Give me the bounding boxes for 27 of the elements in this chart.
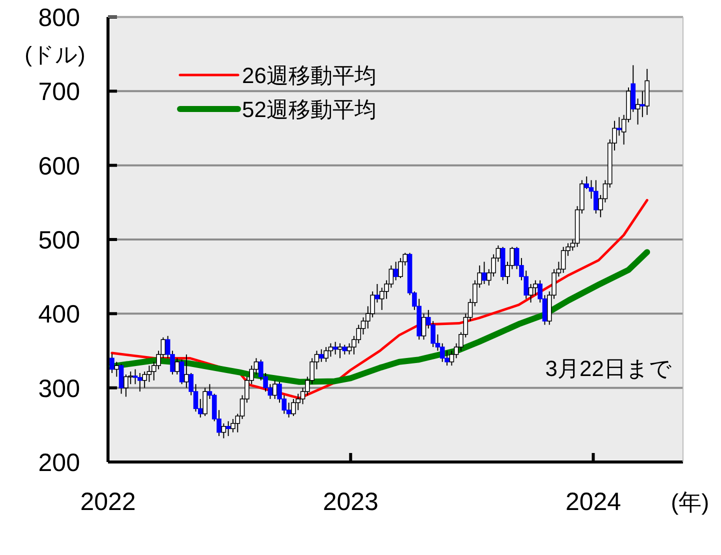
y-axis-title: (ドル) — [24, 42, 86, 67]
y-tick-label: 600 — [38, 152, 80, 180]
candlestick — [528, 284, 534, 304]
candlestick — [272, 380, 278, 400]
y-tick-label: 800 — [38, 4, 80, 32]
y-tick-label: 500 — [38, 226, 80, 254]
candlestick — [174, 358, 180, 375]
candlestick — [202, 387, 208, 417]
candlestick — [221, 422, 226, 439]
candlestick — [635, 98, 640, 126]
candlestick — [332, 341, 338, 355]
y-tick-label: 700 — [38, 78, 80, 106]
y-tick-label: 300 — [38, 374, 80, 403]
candlestick — [449, 350, 454, 366]
candlestick — [114, 361, 120, 378]
candlestick — [338, 342, 342, 359]
y-tick-label: 200 — [38, 449, 80, 477]
x-tick-label: 2022 — [80, 488, 136, 516]
candlestick — [421, 313, 426, 340]
annotation: 3月22日まで — [545, 356, 672, 381]
x-tick-label: 2024 — [565, 488, 622, 516]
legend-label: 26週移動平均 — [242, 63, 376, 88]
legend-label: 52週移動平均 — [242, 97, 376, 122]
x-tick-label: 2023 — [322, 488, 378, 516]
candlestick — [184, 354, 189, 388]
y-tick-label: 400 — [38, 300, 80, 329]
x-axis-title: (年) — [670, 489, 710, 515]
